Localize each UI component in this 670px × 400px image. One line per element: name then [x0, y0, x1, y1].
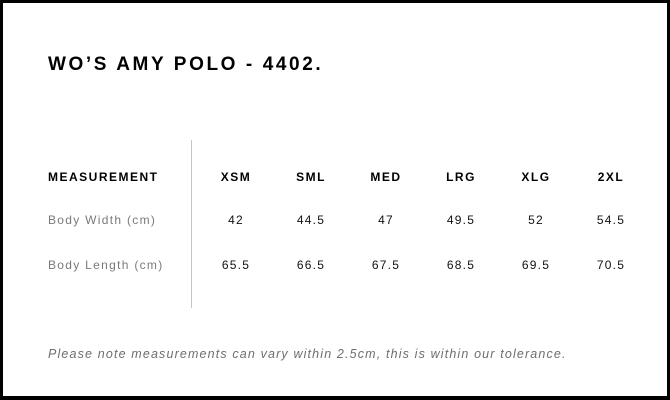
- table-header-row: MEASUREMENT XSM SML MED LRG XLG 2XL: [3, 170, 670, 186]
- column-divider: [191, 140, 192, 308]
- table-cell: 49.5: [446, 213, 476, 227]
- header-size: SML: [296, 170, 326, 184]
- header-size: XSM: [220, 170, 252, 184]
- tolerance-note: Please note measurements can vary within…: [48, 347, 567, 361]
- table-row: Body Length (cm) 65.5 66.5 67.5 68.5 69.5 70.5: [3, 258, 670, 274]
- header-size: 2XL: [597, 170, 625, 184]
- table-cell: 65.5: [221, 258, 251, 272]
- table-row: Body Width (cm) 42 44.5 47 49.5 52 54.5: [3, 213, 670, 229]
- table-cell: 52: [528, 213, 544, 227]
- table-cell: 47: [378, 213, 394, 227]
- header-size: MED: [370, 170, 402, 184]
- row-label: Body Width (cm): [48, 213, 157, 227]
- table-cell: 44.5: [296, 213, 326, 227]
- table-cell: 70.5: [596, 258, 626, 272]
- table-cell: 54.5: [596, 213, 626, 227]
- row-label: Body Length (cm): [48, 258, 164, 272]
- table-cell: 69.5: [521, 258, 551, 272]
- table-cell: 42: [228, 213, 244, 227]
- header-measurement: MEASUREMENT: [48, 170, 159, 184]
- header-size: LRG: [446, 170, 476, 184]
- table-cell: 66.5: [296, 258, 326, 272]
- table-cell: 67.5: [371, 258, 401, 272]
- table-cell: 68.5: [446, 258, 476, 272]
- header-size: XLG: [521, 170, 551, 184]
- page-title: WO’S AMY POLO - 4402.: [48, 54, 324, 75]
